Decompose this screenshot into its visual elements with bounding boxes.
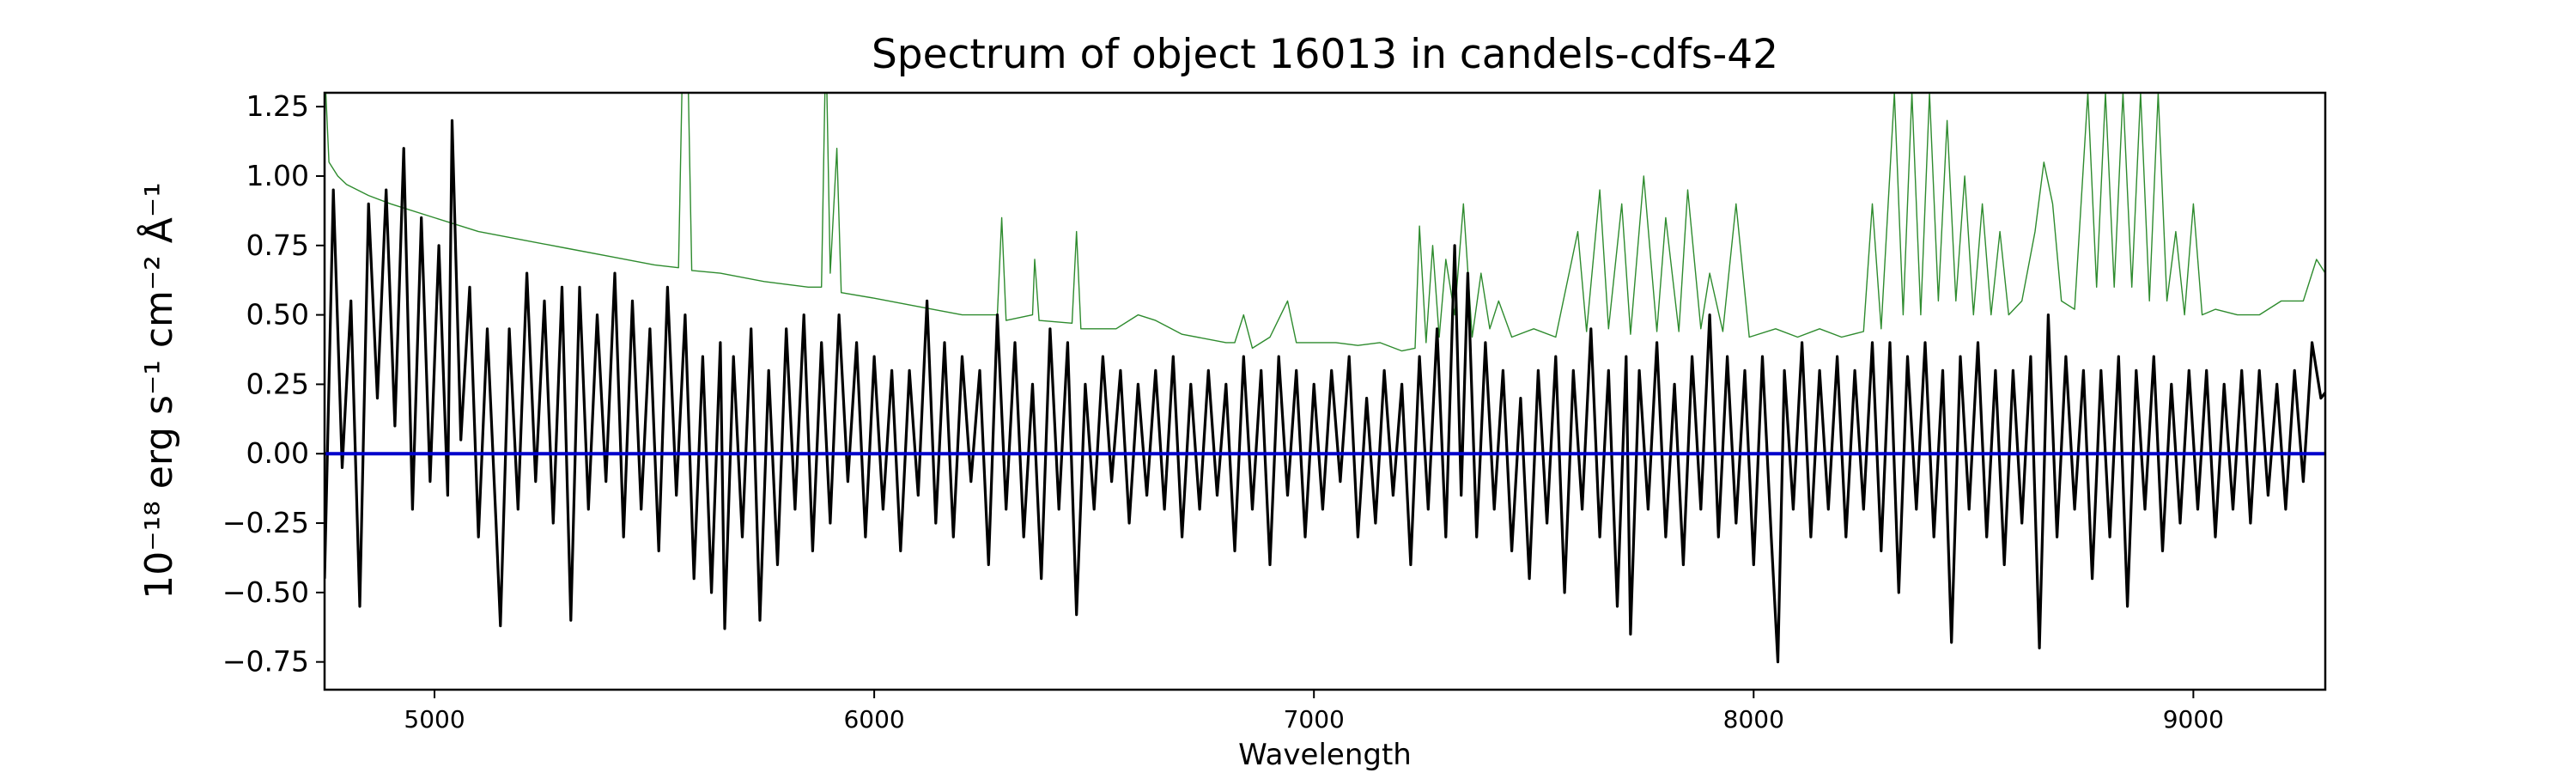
y-axis-label: 10⁻¹⁸ erg s⁻¹ cm⁻² Å⁻¹ (136, 182, 181, 599)
series-layer (325, 93, 2325, 664)
x-tick-label: 7000 (1284, 705, 1345, 733)
y-tick-label: 0.00 (246, 436, 309, 470)
y-tick-label: 0.25 (246, 367, 309, 400)
y-tick-label: −0.50 (222, 575, 309, 609)
y-tick-label: 1.00 (246, 159, 309, 192)
x-tick-label: 9000 (2163, 705, 2224, 733)
axes: 5000 6000 7000 8000 9000 −0.75 −0.50 −0.25 0.00 0… (222, 89, 2224, 733)
x-tick-label: 6000 (843, 705, 904, 733)
y-tick-label: −0.25 (222, 506, 309, 539)
chart-title: Spectrum of object 16013 in candels-cdfs… (872, 31, 1778, 78)
x-tick-label: 8000 (1723, 705, 1784, 733)
plot-frame (323, 91, 2327, 691)
x-tick-label: 5000 (404, 705, 465, 733)
x-axis-label: Wavelength (1238, 738, 1412, 772)
y-tick-label: 0.50 (246, 298, 309, 332)
y-tick-label: 0.75 (246, 228, 309, 262)
error-series-line (325, 93, 2325, 352)
y-tick-label: 1.25 (246, 89, 309, 123)
y-tick-label: −0.75 (222, 645, 309, 679)
flux-series-line (325, 119, 2325, 664)
